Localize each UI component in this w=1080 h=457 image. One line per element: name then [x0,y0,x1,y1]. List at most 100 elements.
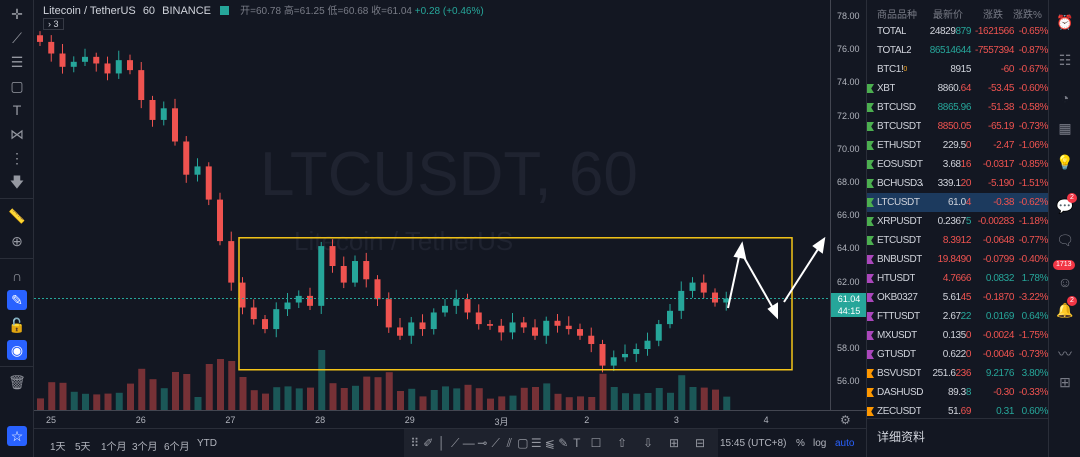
indicators-collapse-button[interactable]: › 3 [43,18,64,30]
range-5d[interactable]: 5天 [75,442,91,453]
watchlist-row[interactable]: HTUSDT 4.7666 0.0832 1.78% [867,269,1049,288]
watchlist-row[interactable]: BSVUSDT 251.6236 9.2176 3.80% [867,364,1049,383]
hide-icon[interactable]: ◉ [7,340,27,360]
color-flag-icon[interactable] [867,179,874,188]
text-icon[interactable]: T [573,436,581,450]
price-axis[interactable]: 61.04 44:15 78.00 76.00 74.00 72.00 70.00 68.… [830,0,867,410]
color-flag-icon[interactable] [867,84,874,93]
watchlist-row[interactable]: BTCUSD 8865.96 -51.38 -0.58% [867,98,1049,117]
notification-bell-icon[interactable]: 🔔 [1056,302,1074,318]
fib-retracement-icon[interactable]: ☰ [530,436,542,450]
auto-toggle[interactable]: auto [835,438,855,449]
watchlist-row[interactable]: BNBUSDT 19.8490 -0.0799 -0.40% [867,250,1049,269]
watchlist-row[interactable]: TOTAL 24829879 -1621566 -0.65% [867,22,1049,41]
zoom-in-icon[interactable]: ⊕ [11,233,23,249]
rectangle-icon[interactable]: ▢ [517,436,529,450]
horizontal-ray-icon[interactable]: — [462,436,475,450]
range-rectangle-drawing[interactable] [238,237,793,371]
parallel-channel-icon[interactable]: ⫽ [506,435,512,450]
symbol-name[interactable]: Litecoin / TetherUS [43,5,136,17]
history-icon[interactable]: ◔ [1060,90,1070,106]
market-trend-icon[interactable]: 〰 [1058,346,1072,362]
trash-icon[interactable]: 🗑 [8,374,26,390]
color-flag-icon[interactable] [867,103,874,112]
percent-toggle[interactable]: % [796,438,805,449]
range-1d[interactable]: 1天 [50,442,66,453]
color-flag-icon[interactable] [867,160,874,169]
color-flag-icon[interactable] [867,350,874,359]
watchlist-row[interactable]: LTCUSDT 61.04 -0.38 -0.62% [867,193,1049,212]
col-change[interactable]: 涨跌 [983,10,1003,21]
pencil-icon[interactable]: ✎ [558,436,569,450]
color-flag-icon[interactable] [867,388,874,397]
range-3m[interactable]: 3个月 [132,442,158,453]
favorites-star-icon[interactable]: ☆ [7,426,27,446]
arrow-drawings[interactable] [727,236,826,320]
watchlist-row[interactable]: BTCUSDT 8850.05 -65.19 -0.73% [867,117,1049,136]
watchlist-row[interactable]: XBT 8860.64 -53.45 -0.60% [867,79,1049,98]
crosshair-icon[interactable]: ✛ [11,6,23,22]
idea-bulb-icon[interactable]: 💡 [1056,154,1074,170]
vertical-line-icon[interactable]: │ [438,436,446,450]
arrow-up-icon[interactable]: ⇧ [616,436,628,450]
fib-fan-icon[interactable]: ⫹ [544,436,555,450]
range-ytd[interactable]: YTD [197,438,217,449]
calendar-icon[interactable]: ▦ [1058,120,1072,136]
pattern-icon[interactable]: ⋈ [10,126,24,142]
watchlist-row[interactable]: OKB0327 5.6145 -0.1870 -3.22% [867,288,1049,307]
time-axis[interactable]: ⚙ 25 26 27 28 29 3月 2 3 4 [34,410,866,428]
color-flag-icon[interactable] [867,331,874,340]
ray-icon[interactable]: ⟋ [491,435,500,450]
settings-gear-icon[interactable]: ⚙ [840,413,851,427]
col-symbol[interactable]: 商品品种 [877,10,917,21]
color-flag-icon[interactable] [867,274,874,283]
fib-icon[interactable]: ☰ [10,54,24,70]
color-flag-icon[interactable] [867,369,874,378]
trend-line-icon[interactable]: ⟋ [12,30,22,46]
lock-drawing-icon[interactable]: ✎ [7,290,27,310]
color-flag-icon[interactable] [867,217,874,226]
arrow-down-icon[interactable]: ⇩ [642,436,654,450]
watchlist-row[interactable]: MXUSDT 0.1350 -0.0024 -1.75% [867,326,1049,345]
alarm-clock-icon[interactable]: ⏰ [1056,14,1074,30]
details-section[interactable]: 详细资料 [867,418,1049,457]
color-flag-icon[interactable] [867,198,874,207]
arrow-down-icon[interactable]: 🡇 [9,174,25,190]
callout-icon[interactable]: ☐ [590,436,602,450]
rectangle-icon[interactable]: ▢ [10,78,24,94]
col-last[interactable]: 最新价 [933,10,963,21]
color-flag-icon[interactable] [867,312,874,321]
col-change-pct[interactable]: 涨跌% [1013,10,1042,21]
date-range-icon[interactable]: ⊟ [694,436,706,450]
watchlist-row[interactable]: ETHUSDT 229.50 -2.47 -1.06% [867,136,1049,155]
prediction-icon[interactable]: ⋮ [10,150,24,166]
color-flag-icon[interactable] [867,407,874,416]
watchlist-row[interactable]: XRPUSDT 0.23675 -0.00283 -1.18% [867,212,1049,231]
unlock-icon[interactable]: 🔓 [8,317,26,333]
magnet-icon[interactable]: ∩ [11,268,23,284]
flag-icon[interactable] [220,6,230,15]
watchlist-row[interactable]: EOSUSDT 3.6816 -0.0317 -0.85% [867,155,1049,174]
watchlist-row[interactable]: BTC1!0 8915 -60 -0.67% [867,60,1049,79]
horizontal-line-icon[interactable]: ⊸ [477,436,488,450]
trend-line-icon[interactable]: ⟋ [451,435,460,450]
watchlist-row[interactable]: TOTAL2 86514644 -7557394 -0.87% [867,41,1049,60]
brush-icon[interactable]: ✐ [423,436,434,450]
timezone[interactable]: 15:45 (UTC+8) [720,438,787,449]
range-1m[interactable]: 1个月 [101,442,127,453]
color-flag-icon[interactable] [867,236,874,245]
log-toggle[interactable]: log [813,438,827,449]
watchlist-row[interactable]: ZECUSDT 51.69 0.31 0.60% [867,402,1049,421]
watchlist-row[interactable]: FTTUSDT 2.6722 0.0169 0.64% [867,307,1049,326]
layout-grid-icon[interactable]: ⊞ [1059,374,1071,390]
price-range-icon[interactable]: ⊞ [668,436,680,450]
watchlist-row[interactable]: BCHUSD3/339.120 -5.190 -1.51% [867,174,1049,193]
streams-icon[interactable]: ☺ [1057,274,1073,290]
color-flag-icon[interactable] [867,141,874,150]
text-icon[interactable]: T [12,102,22,118]
watchlist-row[interactable]: GTUSDT 0.6220 -0.0046 -0.73% [867,345,1049,364]
chat-rooms-icon[interactable]: 🗨 [1056,232,1074,248]
drag-handle-icon[interactable]: ⠿ [410,436,420,450]
color-flag-icon[interactable] [867,255,874,264]
range-6m[interactable]: 6个月 [164,442,190,453]
